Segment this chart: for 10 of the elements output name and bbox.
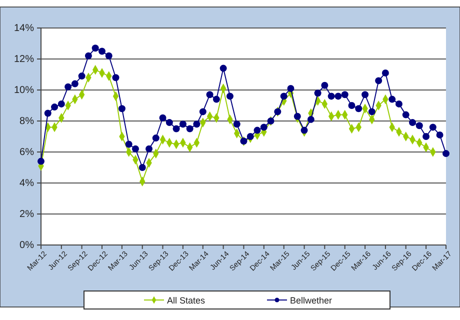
y-tick-label: 6% <box>20 147 34 158</box>
y-tick-label: 4% <box>20 178 34 190</box>
y-tick-label: 2% <box>20 209 34 220</box>
legend-label: Bellwether <box>290 296 332 306</box>
y-tick-label: 12% <box>14 54 34 66</box>
legend-label: All States <box>167 296 206 306</box>
y-tick-label: 8% <box>20 116 34 128</box>
y-tick-label: 10% <box>14 85 34 96</box>
y-tick-label: 14% <box>14 23 34 34</box>
y-tick-label: 0% <box>20 240 34 252</box>
